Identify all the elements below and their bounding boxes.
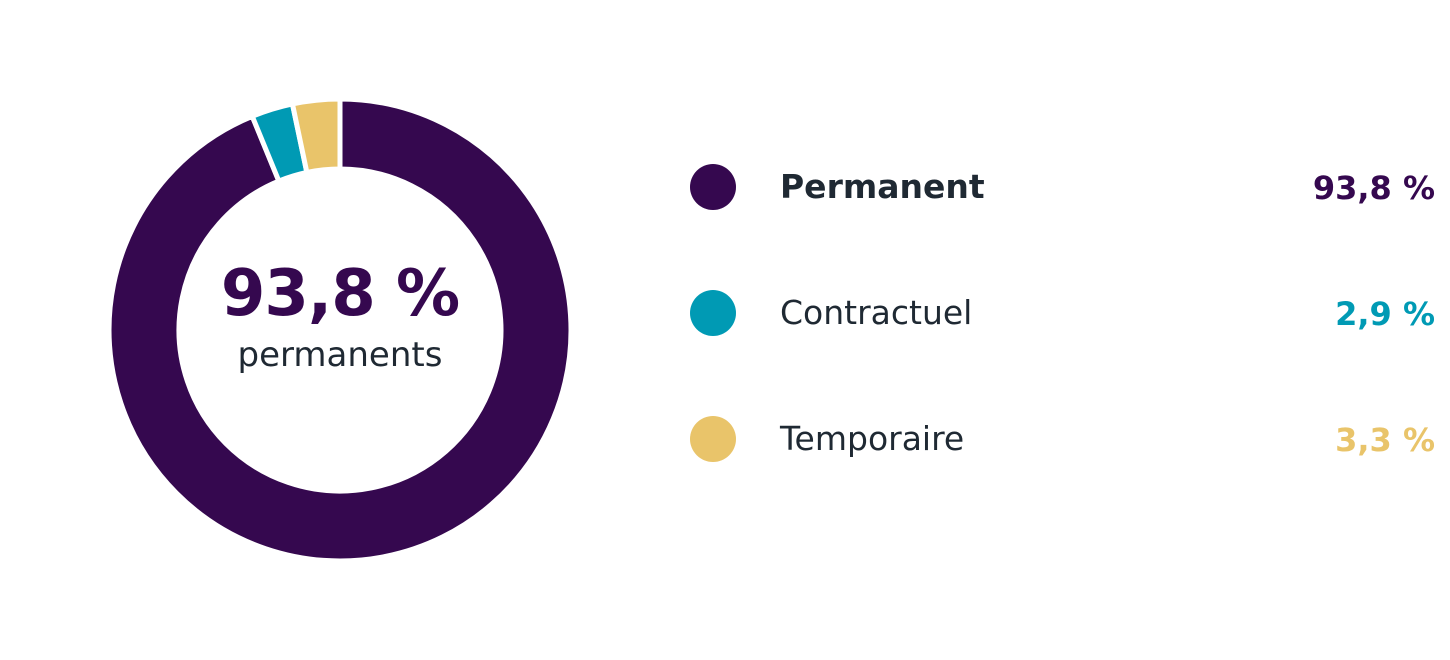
- legend-row-contractuel: Contractuel 2,9 %: [688, 288, 1438, 338]
- donut-slice-temporaire: [289, 96, 343, 176]
- legend-row-temporaire: Temporaire 3,3 %: [688, 414, 1438, 464]
- legend-dot-contractuel: [690, 290, 736, 336]
- legend-dot-temporaire: [690, 416, 736, 462]
- legend-value-contractuel: 2,9 %: [1335, 295, 1435, 333]
- legend-name-permanent: Permanent: [780, 167, 985, 206]
- donut-chart: 93,8 % permanents: [100, 90, 580, 570]
- legend-dot-permanent: [690, 164, 736, 210]
- donut-slice-permanent: [106, 96, 574, 564]
- legend-name-contractuel: Contractuel: [780, 293, 973, 332]
- legend: Permanent 93,8 % Contractuel 2,9 % Tempo…: [688, 162, 1438, 540]
- donut-svg: [106, 96, 574, 564]
- legend-name-temporaire: Temporaire: [780, 419, 965, 458]
- legend-value-temporaire: 3,3 %: [1335, 421, 1435, 459]
- legend-row-permanent: Permanent 93,8 %: [688, 162, 1438, 212]
- legend-value-permanent: 93,8 %: [1312, 169, 1435, 207]
